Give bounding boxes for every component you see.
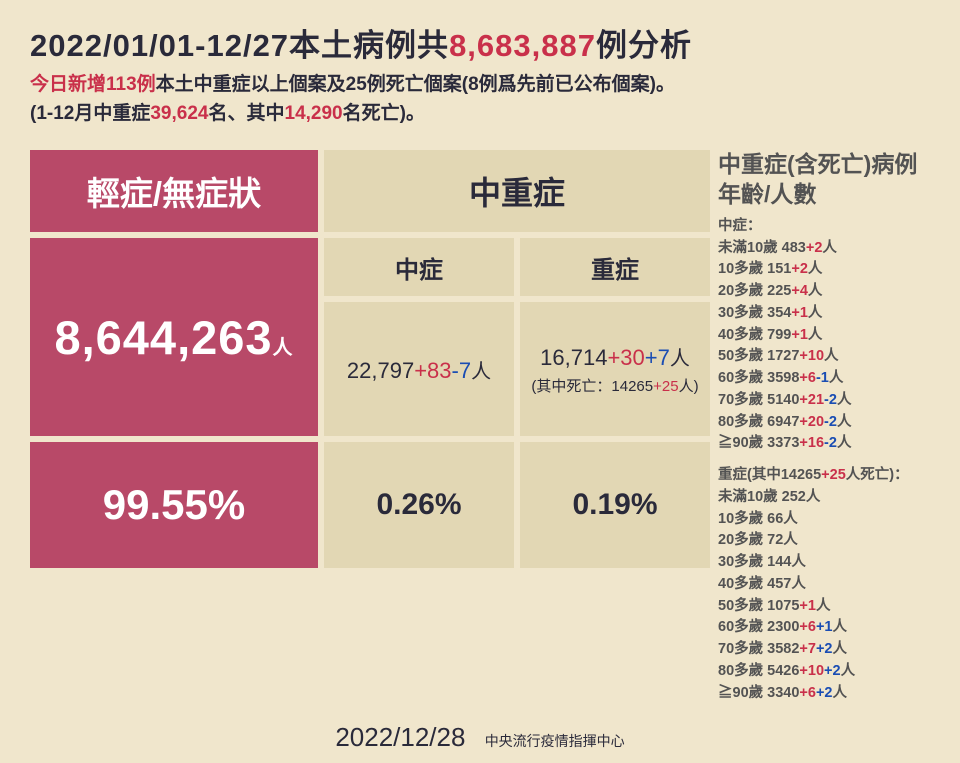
age-row: 80多歲 6947+20-2人 [718,412,930,434]
title-post: 例分析 [596,28,692,63]
age-row: 40多歲 799+1人 [718,325,930,347]
moderate-unit: 人 [471,361,491,383]
age-row: 50多歲 1075+1人 [718,596,930,618]
age-row: 50多歲 1727+10人 [718,346,930,368]
footer-source: 中央流行疫情指揮中心 [485,733,625,749]
severe-column: 中重症 中症 重症 22,797+83-7人 16,714+30+7人 [324,150,710,704]
age-row: 70多歲 3582+7+2人 [718,639,930,661]
title-total: 8,683,887 [449,28,596,63]
heavy-age-label: 重症(其中14265+25人死亡)： [718,465,930,487]
mild-header: 輕症/無症狀 [30,150,318,232]
age-heading: 中重症(含死亡)病例年齡/人數 [718,150,930,210]
main-row: 輕症/無症狀 8,644,263人 99.55% 中重症 中症 重症 [30,150,930,704]
sub-l2b: 名、其中 [208,103,284,124]
heavy-unit: 人 [670,348,690,370]
mild-column: 輕症/無症狀 8,644,263人 99.55% [30,150,318,704]
moderate-label: 中症 [324,238,514,296]
age-row: 10多歲 66人 [718,509,930,531]
moderate-plus: +83 [414,358,451,383]
mild-pct: 99.55% [30,442,318,568]
moderate-base: 22,797 [347,358,414,383]
age-row: 未滿10歲 483+2人 [718,238,930,260]
age-row: 30多歲 144人 [718,552,930,574]
heavy-plus: +30 [607,345,644,370]
severe-pct-row: 0.26% 0.19% [324,442,710,568]
sub-cum-severe: 39,624 [150,103,208,124]
mild-unit: 人 [273,337,294,359]
severe-header: 中重症 [324,150,710,232]
footer: 2022/12/28 中央流行疫情指揮中心 [30,722,930,753]
age-row: 10多歲 151+2人 [718,259,930,281]
page-root: 2022/01/01-12/27本土病例共8,683,887例分析 今日新增11… [0,0,960,763]
mild-count-cell: 8,644,263人 [30,238,318,436]
age-row: 20多歲 72人 [718,530,930,552]
sub-l2c: 名死亡)。 [343,103,425,124]
heavy-age-list: 未滿10歲 252人10多歲 66人20多歲 72人30多歲 144人40多歲 … [718,487,930,705]
age-row: 40多歲 457人 [718,574,930,596]
heavy-pct: 0.19% [520,442,710,568]
sub-today: 今日新增113例 [30,74,156,95]
heavy-death-note: (其中死亡：14265+25人) [531,375,698,396]
moderate-pct: 0.26% [324,442,514,568]
footer-date: 2022/12/28 [335,722,465,752]
age-row: 20多歲 225+4人 [718,281,930,303]
heavy-count-cell: 16,714+30+7人 (其中死亡：14265+25人) [520,302,710,436]
severe-sub-row: 中症 重症 [324,238,710,296]
moderate-count-cell: 22,797+83-7人 [324,302,514,436]
sub-l2a: (1-12月中重症 [30,103,150,124]
page-title: 2022/01/01-12/27本土病例共8,683,887例分析 [30,20,930,65]
age-row: 60多歲 2300+6+1人 [718,617,930,639]
sub-cum-death: 14,290 [285,103,343,124]
heavy-label: 重症 [520,238,710,296]
sub-l1b: 本土中重症以上個案及25例死亡個案(8例爲先前已公布個案)。 [156,74,675,95]
subtitle: 今日新增113例本土中重症以上個案及25例死亡個案(8例爲先前已公布個案)。 (… [30,71,930,128]
moderate-minus: -7 [452,358,472,383]
age-row: 60多歲 3598+6-1人 [718,368,930,390]
mid-age-list: 未滿10歲 483+2人10多歲 151+2人20多歲 225+4人30多歲 3… [718,238,930,456]
age-row: ≧90歲 3340+6+2人 [718,683,930,705]
age-row: 80多歲 5426+10+2人 [718,661,930,683]
title-pre: 2022/01/01-12/27本土病例共 [30,28,449,63]
severe-count-row: 22,797+83-7人 16,714+30+7人 (其中死亡：14265+25… [324,302,710,436]
age-row: 70多歲 5140+21-2人 [718,390,930,412]
mid-age-label: 中症： [718,216,930,238]
age-row: 未滿10歲 252人 [718,487,930,509]
age-row: 30多歲 354+1人 [718,303,930,325]
heavy-base: 16,714 [540,345,607,370]
heavy-extra: +7 [645,345,670,370]
age-row: ≧90歲 3373+16-2人 [718,433,930,455]
severity-table: 輕症/無症狀 8,644,263人 99.55% 中重症 中症 重症 [30,150,710,704]
age-breakdown: 中重症(含死亡)病例年齡/人數 中症： 未滿10歲 483+2人10多歲 151… [718,150,930,704]
mild-count: 8,644,263 [54,311,272,364]
